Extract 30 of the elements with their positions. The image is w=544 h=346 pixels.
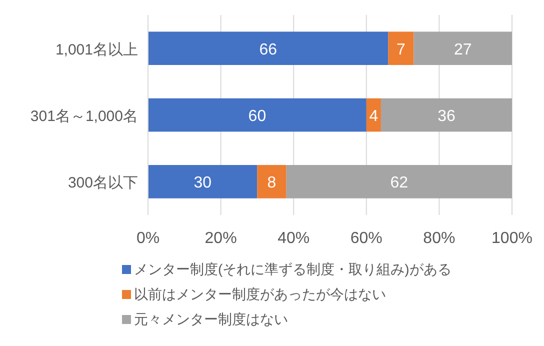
- bar: [366, 98, 381, 132]
- legend-label: 元々メンター制度はない: [134, 311, 288, 327]
- bar: [380, 98, 512, 132]
- y-tick-label: 301名～1,000名: [30, 108, 138, 125]
- y-tick-label: 300名以下: [68, 174, 138, 192]
- data-label: 27: [454, 41, 472, 58]
- bar: [148, 165, 258, 198]
- data-label: 60: [248, 108, 266, 125]
- bar: [148, 98, 366, 132]
- data-label: 4: [369, 108, 378, 125]
- x-tick-label: 80%: [423, 230, 456, 247]
- data-label: 7: [396, 41, 406, 58]
- bar: [388, 32, 414, 65]
- bar: [414, 32, 512, 65]
- data-label: 36: [438, 108, 456, 125]
- data-label: 30: [194, 174, 212, 192]
- x-tick-label: 100%: [492, 230, 532, 247]
- x-tick-label: 0%: [136, 230, 160, 247]
- data-label: 8: [267, 174, 276, 192]
- legend-label: 以前はメンター制度があったが今はない: [134, 286, 386, 302]
- bar: [148, 32, 388, 65]
- data-label: 66: [259, 41, 278, 58]
- data-label: 62: [390, 174, 408, 192]
- bar: [257, 165, 286, 198]
- legend-label: メンター制度(それに準ずる制度・取り組み)がある: [134, 261, 452, 277]
- x-tick-label: 40%: [278, 230, 310, 247]
- y-tick-label: 1,001名以上: [55, 41, 138, 58]
- x-tick-label: 60%: [350, 230, 382, 247]
- x-tick-label: 20%: [204, 230, 237, 247]
- bar: [286, 165, 512, 198]
